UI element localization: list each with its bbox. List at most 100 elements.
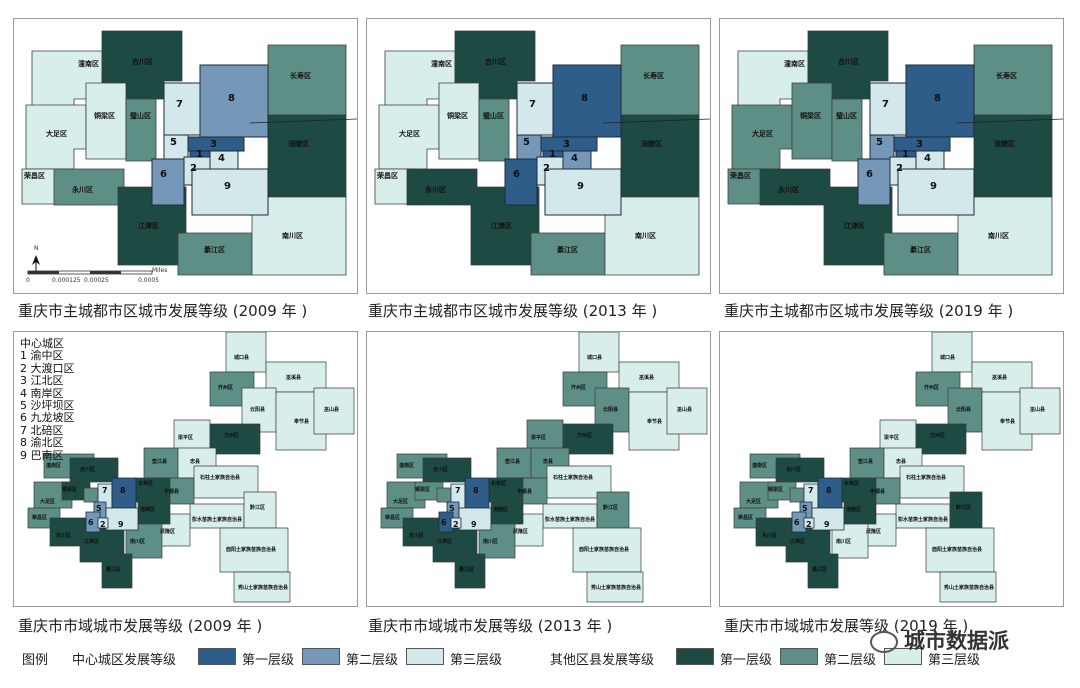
center-district-c8 (905, 64, 975, 138)
label-jiangjin: 江津区 (84, 539, 100, 545)
label-qianjiang: 黔江区 (956, 505, 972, 511)
district-wanzhou (209, 423, 261, 455)
label-yunyang: 云阳县 (250, 407, 266, 413)
center-number-c5: 5 (170, 137, 177, 148)
label-nanchuan: 南川区 (635, 232, 656, 240)
label-liangping: 梁平区 (178, 435, 194, 441)
center-number-c3: 3 (210, 139, 217, 150)
label-wulong: 武隆区 (513, 529, 529, 535)
center-district-c6 (151, 158, 185, 206)
center-number-c6: 6 (866, 169, 873, 180)
center-number-c9: 9 (824, 520, 830, 529)
label-dazu: 大足区 (40, 499, 56, 505)
label-tongnan: 潼南区 (46, 463, 62, 469)
district-chengkou (578, 332, 620, 373)
district-xiushan (939, 571, 997, 603)
label-dazu: 大足区 (393, 499, 409, 505)
center-number-c3: 3 (563, 139, 570, 150)
label-tongliang: 铜梁区 (415, 487, 431, 493)
label-nanchuan: 南川区 (988, 232, 1009, 240)
label-qijiang: 綦江区 (459, 567, 475, 573)
label-nanchuan: 南川区 (282, 232, 303, 240)
label-kaizhou: 开州区 (571, 385, 587, 391)
scale-tick-label: 0 (26, 277, 30, 284)
label-tongnan: 潼南区 (399, 463, 415, 469)
district-nanchuan (478, 523, 516, 559)
district-fengjie (628, 391, 680, 451)
center-list-item: 2 大渡口区 (20, 361, 75, 375)
boundary-line (249, 118, 357, 124)
scale-tick-label: 0.00025 (84, 277, 109, 284)
label-fuling: 涪陵区 (846, 507, 862, 513)
label-yongchuan: 永川区 (425, 186, 446, 194)
label-yunyang: 云阳县 (956, 407, 972, 413)
center-district-c8 (552, 64, 622, 138)
district-fengjie (275, 391, 327, 451)
label-dianjiang: 垫江县 (505, 459, 521, 465)
label-tongliang: 铜梁区 (768, 487, 784, 493)
center-number-c7: 7 (102, 486, 108, 495)
label-fengdu: 丰都县 (164, 489, 180, 495)
center-number-c8: 8 (228, 93, 235, 104)
caption-city-2009: 重庆市市域城市发展等级 (2009 年 ) (18, 617, 263, 635)
center-number-c8: 8 (826, 486, 832, 495)
center-number-c6: 6 (160, 169, 167, 180)
label-yongchuan: 永川区 (56, 533, 72, 539)
label-fengjie: 奉节县 (647, 419, 663, 425)
north-label: N (34, 245, 39, 252)
district-nanchuan (251, 196, 347, 276)
label-changshou: 长寿区 (844, 481, 860, 487)
center-district-c6 (438, 511, 454, 533)
center-list-item: 7 北碚区 (20, 423, 64, 437)
label-wuxi: 巫溪县 (639, 375, 655, 381)
district-bishan (125, 98, 157, 162)
center-number-c2: 2 (543, 163, 550, 174)
center-number-c5: 5 (449, 504, 455, 513)
center-number-c9: 9 (118, 520, 124, 529)
center-district-list: 中心城区 1 渝中区 2 大渡口区 3 江北区 4 南岸区 5 沙坪坝区 6 九… (20, 337, 75, 462)
label-jiangjin: 江津区 (491, 222, 512, 230)
label-tongnan: 潼南区 (784, 60, 805, 68)
district-xiushan (233, 571, 291, 603)
district-fuling (973, 114, 1053, 198)
label-jiangjin: 江津区 (437, 539, 453, 545)
label-jiangjin: 江津区 (138, 222, 159, 230)
map-city-2013: 城口县 巫溪县 开州区 云阳县 奉节县 巫山县 梁平区 万州区 垫江县 忠县 石柱土家族自治县 丰都县… (366, 331, 711, 607)
legend-center-tier1: 第一层级 (242, 653, 295, 668)
center-number-c4: 4 (571, 153, 578, 164)
center-district-c9 (897, 168, 975, 216)
scale-tick-label: 0.0005 (138, 277, 159, 284)
center-district-c6 (85, 511, 101, 533)
center-district-c6 (791, 511, 807, 533)
district-fuling (267, 114, 347, 198)
label-shizhu: 石柱土家族自治县 (906, 475, 947, 481)
district-bishan (789, 487, 807, 503)
center-number-c5: 5 (876, 137, 883, 148)
label-jiangjin: 江津区 (844, 222, 865, 230)
center-number-c5: 5 (96, 504, 102, 513)
center-district-c2 (450, 517, 462, 529)
label-wushan: 巫山县 (677, 407, 693, 413)
center-district-c3 (893, 136, 951, 152)
center-number-c7: 7 (882, 99, 889, 110)
district-wushan (666, 387, 708, 435)
label-fuling: 涪陵区 (288, 140, 309, 148)
watermark-text: 城市数据派 (904, 629, 1009, 653)
center-district-c9 (544, 168, 622, 216)
map-main-2009: 潼南区 合川区 长寿区 大足区 铜梁区 璧山区 涪陵区 荣昌区 永川区 江津区 南川区 綦江区 7 8 5 3… (13, 18, 358, 294)
label-nanchuan: 南川区 (836, 539, 852, 545)
center-number-c9: 9 (224, 181, 231, 192)
label-chengkou: 城口县 (587, 355, 603, 361)
label-qianjiang: 黔江区 (603, 505, 619, 511)
label-yongchuan: 永川区 (762, 533, 778, 539)
legend-other-tier2: 第二层级 (824, 653, 877, 668)
center-number-c1: 1 (549, 149, 556, 160)
scale-unit: Miles (152, 267, 168, 274)
district-qijiang (807, 553, 839, 589)
center-number-c2: 2 (453, 520, 459, 529)
label-qijiang: 綦江区 (204, 246, 225, 254)
map-svg (374, 30, 710, 276)
district-tongliang (438, 82, 480, 160)
center-district-c8 (199, 64, 269, 138)
label-yongchuan: 永川区 (409, 533, 425, 539)
